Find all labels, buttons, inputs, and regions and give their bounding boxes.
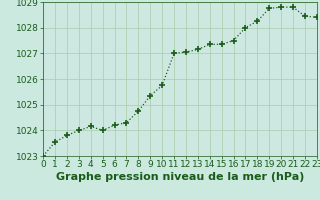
X-axis label: Graphe pression niveau de la mer (hPa): Graphe pression niveau de la mer (hPa) <box>56 172 304 182</box>
